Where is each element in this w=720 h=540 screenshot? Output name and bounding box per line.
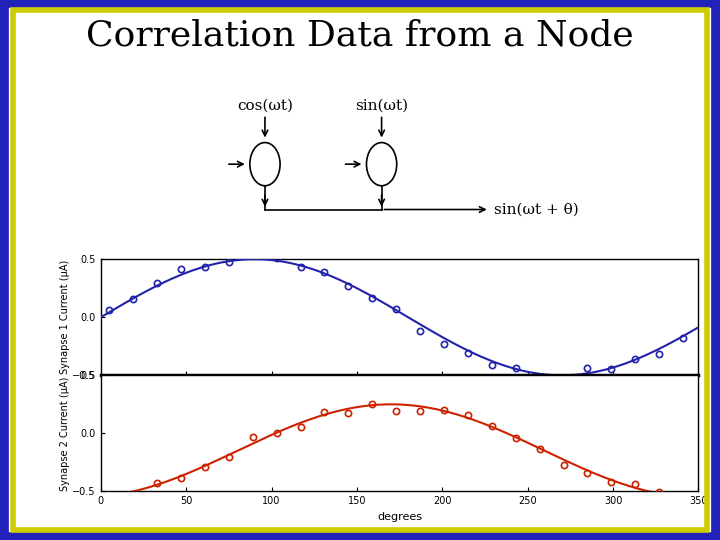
X-axis label: degrees: degrees [377, 512, 422, 522]
Y-axis label: Synapse 1 Current (μA): Synapse 1 Current (μA) [60, 260, 70, 374]
Text: Correlation Data from a Node: Correlation Data from a Node [86, 19, 634, 53]
Y-axis label: Synapse 2 Current (μA): Synapse 2 Current (μA) [60, 376, 70, 490]
Text: sin(ωt + θ): sin(ωt + θ) [494, 202, 579, 217]
Text: cos(ωt): cos(ωt) [237, 98, 293, 112]
Text: sin(ωt): sin(ωt) [355, 98, 408, 112]
